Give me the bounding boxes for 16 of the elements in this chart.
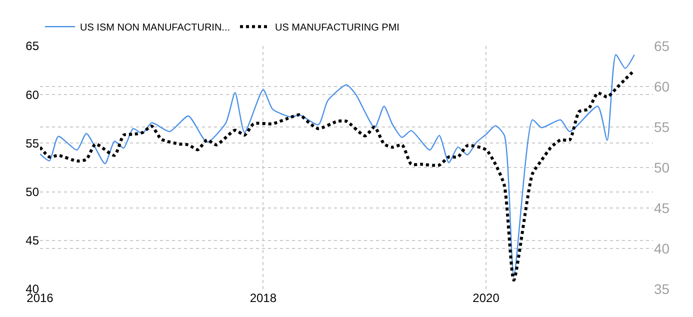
y2-tick-label: 40 [654,240,670,256]
y-tick-label: 45 [26,234,40,248]
x-tick-label: 2020 [472,291,500,305]
legend-label: US ISM NON MANUFACTURIN... [80,22,230,34]
y2-tick-label: 60 [654,78,670,94]
y2-tick-label: 45 [654,200,670,216]
y-tick-label: 65 [26,39,40,54]
x-tick-label: 2018 [250,291,277,305]
y-tick-label: 60 [26,88,40,102]
y2-tick-label: 65 [654,38,670,54]
y2-tick-label: 35 [654,280,670,297]
y2-tick-label: 55 [654,118,670,135]
legend-label: US MANUFACTURING PMI [275,22,400,34]
y-tick-label: 50 [26,185,40,199]
y2-tick-label: 50 [654,159,670,176]
y-tick-label: 55 [26,136,40,150]
